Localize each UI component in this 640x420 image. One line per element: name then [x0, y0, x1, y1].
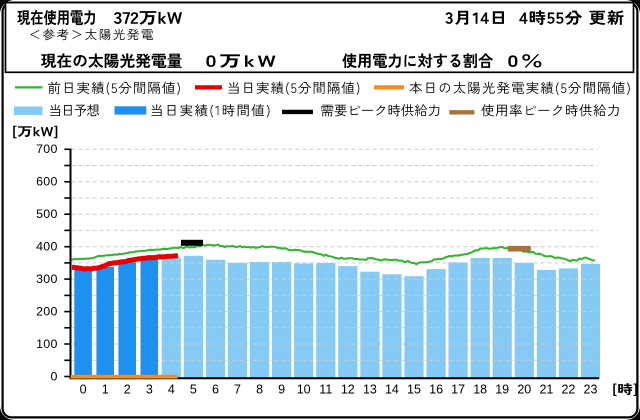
svg-text:21: 21	[539, 383, 553, 397]
svg-text:23: 23	[584, 383, 598, 397]
svg-text:18: 18	[473, 383, 487, 397]
svg-text:2: 2	[124, 383, 131, 397]
svg-text:20: 20	[517, 383, 531, 397]
svg-text:19: 19	[495, 383, 509, 397]
svg-text:1: 1	[102, 383, 109, 397]
svg-text:5: 5	[190, 383, 197, 397]
svg-text:16: 16	[429, 383, 443, 397]
svg-text:6: 6	[212, 383, 219, 397]
svg-text:400: 400	[36, 240, 58, 254]
svg-text:600: 600	[36, 175, 58, 189]
svg-text:14: 14	[385, 383, 399, 397]
svg-text:12: 12	[341, 383, 355, 397]
svg-text:10: 10	[297, 383, 311, 397]
svg-text:500: 500	[36, 207, 58, 221]
svg-text:3: 3	[146, 383, 153, 397]
svg-text:17: 17	[451, 383, 465, 397]
svg-text:4: 4	[168, 383, 175, 397]
svg-text:8: 8	[256, 383, 263, 397]
svg-text:9: 9	[278, 383, 285, 397]
svg-text:100: 100	[36, 337, 58, 351]
svg-text:0: 0	[80, 383, 87, 397]
svg-text:200: 200	[36, 304, 58, 318]
svg-text:15: 15	[407, 383, 421, 397]
svg-text:13: 13	[363, 383, 377, 397]
svg-text:700: 700	[36, 142, 58, 156]
svg-text:22: 22	[561, 383, 575, 397]
svg-text:7: 7	[234, 383, 241, 397]
svg-text:300: 300	[36, 272, 58, 286]
svg-text:0: 0	[51, 369, 58, 383]
svg-text:11: 11	[319, 383, 332, 397]
